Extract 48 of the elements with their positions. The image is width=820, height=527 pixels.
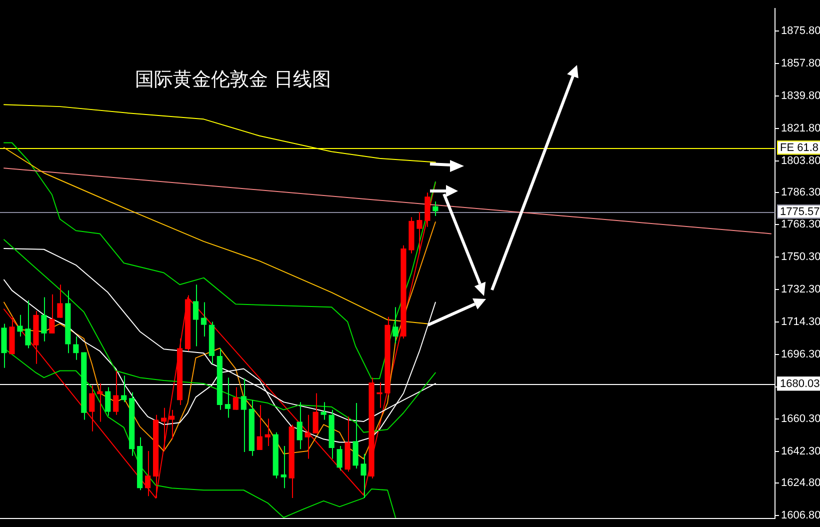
candlestick — [49, 294, 55, 334]
y-tick-label: 1839.80 — [781, 90, 820, 102]
candlestick — [232, 386, 238, 410]
candlestick — [105, 386, 111, 416]
candlestick — [41, 296, 47, 342]
y-tick-label: 1786.30 — [781, 186, 820, 198]
y-tick-label: 1696.30 — [781, 348, 820, 360]
candlestick — [256, 404, 262, 450]
candlestick — [296, 402, 302, 450]
candlestick — [304, 414, 310, 460]
candlestick — [320, 402, 326, 420]
candlestick — [312, 392, 318, 434]
candlestick — [240, 378, 246, 452]
candlestick — [89, 384, 95, 432]
y-tick-label: 1768.30 — [781, 218, 820, 231]
candlestick — [280, 446, 286, 489]
y-tick-label: 1821.80 — [781, 122, 820, 134]
candlestick — [121, 375, 127, 403]
candlestick — [113, 370, 119, 416]
y-tick-label: 1750.30 — [781, 251, 820, 264]
candlestick — [200, 302, 207, 338]
ref-line-label: 1680.03 — [780, 378, 820, 390]
candlestick — [360, 453, 366, 499]
candlestick — [17, 314, 23, 338]
candlestick — [73, 336, 79, 360]
candlestick — [57, 284, 63, 318]
y-tick-label: 1606.80 — [781, 510, 820, 522]
candlestick — [160, 407, 167, 452]
candlestick — [264, 418, 270, 447]
y-tick-label: 1624.80 — [781, 477, 820, 490]
candlestick — [376, 382, 382, 408]
ref-line-label: FE 61.8 — [780, 142, 819, 154]
candlestick — [224, 377, 231, 418]
candlestick — [392, 306, 398, 344]
text: 国际黄金伦敦金 日线图 — [135, 68, 332, 91]
candlestick — [432, 200, 438, 217]
y-tick-label: 1660.30 — [781, 413, 820, 426]
candlestick — [416, 212, 422, 254]
y-tick-label: 1875.80 — [781, 25, 820, 38]
candlestick — [336, 446, 342, 471]
y-tick-label: 1714.30 — [781, 316, 820, 328]
ref-line-label: 1775.57 — [780, 206, 820, 218]
candlestick — [192, 284, 199, 347]
y-tick-label: 1803.80 — [781, 154, 820, 167]
y-tick-label: 1857.80 — [781, 58, 820, 70]
y-tick-label: 1732.30 — [781, 284, 820, 296]
y-tick-label: 1642.30 — [781, 446, 820, 458]
candlestick — [25, 300, 31, 349]
